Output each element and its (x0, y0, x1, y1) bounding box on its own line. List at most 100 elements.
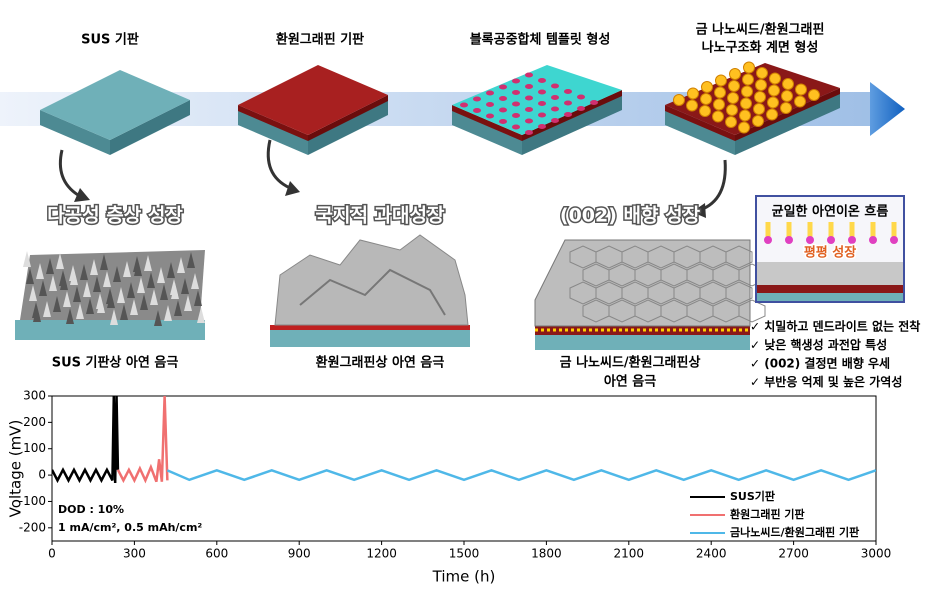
spike (140, 294, 148, 310)
spike (170, 279, 178, 295)
zn-seed (534, 239, 766, 350)
legend-label: 금나노씨드/환원그래핀 기판 (730, 525, 859, 539)
dot (525, 84, 533, 89)
dot (551, 83, 559, 89)
dot (473, 108, 481, 113)
seed (700, 93, 712, 105)
slab-template (452, 65, 622, 155)
seed (715, 74, 727, 87)
spike (83, 281, 91, 297)
ion (890, 236, 898, 244)
seed (712, 110, 724, 123)
dot (564, 112, 572, 117)
spike (93, 276, 101, 292)
x-tick-label: 3000 (861, 547, 892, 561)
spike (36, 263, 44, 279)
seed (725, 116, 737, 128)
seed (738, 121, 750, 134)
seed (768, 84, 780, 97)
spike (100, 254, 108, 270)
seed (808, 89, 820, 101)
dot (538, 78, 546, 83)
spike (76, 303, 84, 319)
dot (460, 102, 468, 108)
seed (743, 61, 755, 74)
seed (714, 86, 726, 99)
spike (150, 289, 158, 305)
x-tick-label: 2100 (614, 547, 645, 561)
check-item: ✓ 부반응 억제 및 높은 가역성 (750, 374, 902, 389)
ion (764, 236, 772, 244)
seed (794, 95, 806, 108)
dot (564, 89, 572, 94)
stage-label: 금 나노씨드/환원그래핀 (696, 22, 825, 38)
seed (741, 85, 753, 98)
ion (848, 236, 856, 244)
spike (117, 287, 125, 303)
legend-label: 환원그래핀 기판 (730, 507, 805, 521)
seed (782, 78, 794, 90)
dot (512, 90, 520, 95)
spike (86, 298, 94, 314)
seed (769, 72, 781, 85)
dot (551, 106, 559, 112)
seed (756, 67, 768, 79)
caption: SUS 기판상 아연 음극 (52, 355, 179, 371)
hexagon (738, 299, 766, 323)
spike (164, 305, 172, 321)
dot (486, 90, 494, 96)
spike (113, 266, 121, 282)
x-tick-label: 1800 (531, 547, 562, 561)
x-tick-label: 0 (48, 547, 56, 561)
growth-label: 국지적 과대성장 (316, 205, 445, 227)
caption: 환원그래핀상 아연 음극 (316, 355, 445, 371)
dot (525, 130, 533, 135)
spike (63, 291, 71, 307)
slab-seed (665, 61, 840, 155)
stage-label: 환원그래핀 기판 (276, 32, 364, 48)
ion (827, 236, 835, 244)
check-item: ✓ (002) 결정면 배향 우세 (750, 356, 890, 371)
series-line (116, 396, 169, 484)
spike (157, 267, 165, 283)
spike (56, 253, 64, 269)
spike (127, 282, 135, 298)
x-tick-label: 1200 (366, 547, 397, 561)
dot (512, 101, 520, 107)
seed (739, 109, 751, 122)
spike (96, 293, 104, 309)
dot (499, 107, 507, 113)
seed (766, 108, 778, 121)
spike (181, 278, 189, 294)
y-tick-label: -100 (19, 494, 46, 508)
seed (728, 80, 740, 92)
dot (577, 94, 585, 100)
seed (742, 73, 754, 86)
spike (46, 258, 54, 274)
y-tick-label: 300 (23, 389, 46, 403)
caption: 금 나노씨드/환원그래핀상 (560, 355, 701, 371)
dot (512, 113, 520, 118)
dot (525, 72, 533, 78)
check-item: ✓ 낮은 핵생성 과전압 특성 (750, 337, 887, 352)
seed (726, 104, 738, 116)
spike (147, 272, 155, 288)
seed (686, 99, 698, 112)
seed (729, 68, 741, 80)
dot (577, 106, 585, 111)
spike (167, 262, 175, 278)
y-axis-label: Voltage (mV) (7, 420, 25, 518)
dot (499, 96, 507, 101)
seed (755, 79, 767, 91)
spike (184, 295, 192, 311)
stage-label: SUS 기판 (81, 32, 139, 48)
ion (806, 236, 814, 244)
dot (538, 124, 546, 129)
x-tick-label: 2400 (696, 547, 727, 561)
seed (754, 91, 766, 103)
caption: 아연 음극 (604, 374, 656, 390)
dot (499, 119, 507, 124)
series-line (166, 469, 876, 482)
spike (90, 259, 98, 275)
